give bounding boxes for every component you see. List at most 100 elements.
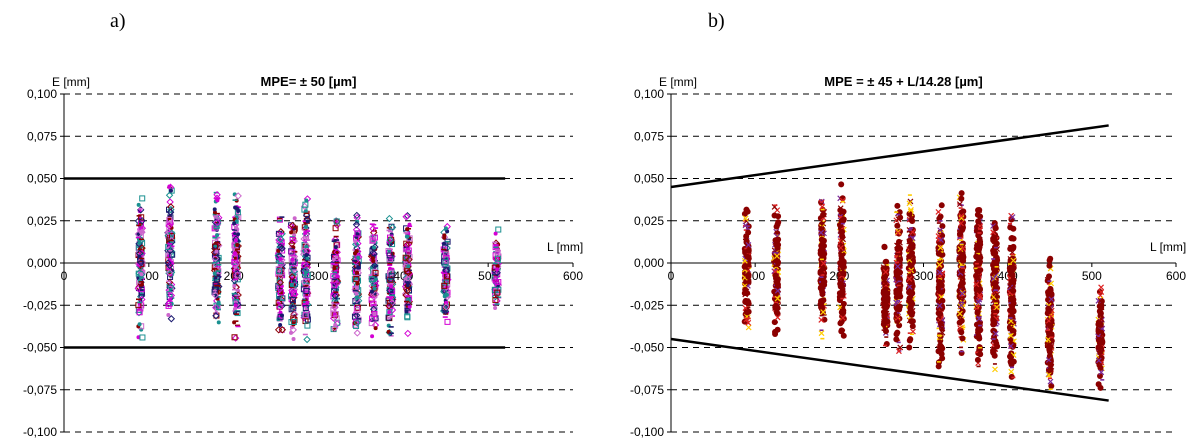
data-point [305, 256, 310, 261]
data-point [290, 276, 296, 279]
x-axis-label: L [mm] [547, 240, 583, 254]
data-point [442, 283, 451, 291]
data-point [139, 253, 145, 256]
data-point [991, 238, 998, 245]
data-point [894, 245, 901, 252]
y-tick-label: 0,025 [27, 214, 57, 228]
data-point [233, 259, 242, 267]
data-point [1045, 329, 1050, 331]
data-point [167, 243, 173, 245]
data-point [216, 303, 222, 306]
data-point [493, 246, 499, 249]
data-point [993, 299, 1000, 306]
data-point [818, 298, 825, 305]
data-point [211, 254, 220, 263]
data-point [1010, 243, 1017, 250]
data-point [1046, 330, 1053, 337]
data-point [405, 303, 411, 306]
data-point [744, 239, 749, 242]
data-point [818, 317, 825, 323]
data-point [774, 259, 781, 266]
data-point [992, 346, 999, 352]
y-tick-label: -0,050 [630, 341, 664, 355]
data-point [372, 265, 378, 267]
data-point [840, 200, 845, 203]
data-point [278, 230, 286, 238]
data-point [215, 233, 220, 238]
data-point [166, 312, 171, 317]
data-point [404, 268, 413, 277]
data-point [369, 277, 375, 280]
data-point [992, 280, 999, 287]
data-point [894, 255, 899, 257]
data-point [991, 338, 996, 340]
data-point [276, 234, 282, 236]
data-point [938, 278, 943, 280]
data-point [958, 207, 963, 209]
data-point [1010, 256, 1017, 263]
data-point [959, 237, 964, 239]
data-point [977, 232, 982, 234]
data-point [741, 290, 748, 297]
x-tick-label: 0 [668, 269, 675, 283]
data-point [840, 216, 847, 223]
data-point [819, 258, 824, 261]
data-point [822, 303, 827, 306]
data-point [977, 228, 982, 230]
data-point [234, 192, 242, 200]
data-point [1098, 284, 1105, 291]
data-point [935, 233, 942, 239]
data-point [1046, 273, 1053, 280]
data-point [936, 215, 943, 222]
data-point [372, 311, 377, 316]
data-point [234, 219, 239, 224]
data-point [215, 198, 220, 203]
data-point [169, 245, 175, 248]
data-point [894, 202, 901, 209]
data-point [977, 241, 984, 248]
data-point [355, 281, 360, 286]
data-point [165, 191, 174, 199]
data-point [388, 306, 397, 314]
data-point [404, 307, 410, 310]
data-point [386, 284, 392, 286]
data-point [840, 258, 847, 265]
data-point [274, 251, 283, 260]
data-point [303, 263, 312, 272]
data-point [212, 312, 220, 320]
data-point [894, 222, 901, 229]
data-point [444, 292, 449, 297]
data-point [372, 290, 380, 299]
data-point [164, 228, 173, 236]
data-point [389, 284, 394, 289]
data-point [1007, 263, 1012, 265]
data-point [973, 253, 980, 260]
chart-b: 0,100 0,075 0,050 0,025 0,000 -0,025 -0,050 -0,… [630, 74, 1186, 439]
data-point [957, 237, 962, 239]
data-point [895, 238, 902, 245]
data-point [746, 306, 751, 309]
data-point [993, 312, 998, 315]
data-point [136, 308, 142, 311]
data-point [386, 316, 392, 319]
data-point [960, 265, 965, 268]
data-point [231, 334, 240, 342]
data-point [1098, 369, 1105, 376]
data-point [278, 257, 283, 262]
data-point [138, 244, 146, 252]
data-point [235, 294, 241, 297]
chart-title: MPE = ± 45 + L/14.28 [µm] [824, 74, 982, 89]
data-point [1009, 271, 1016, 278]
data-point [773, 204, 778, 207]
data-point [388, 272, 395, 279]
data-point [1011, 273, 1016, 275]
data-point [213, 218, 221, 227]
data-point [1008, 317, 1013, 319]
data-point [895, 230, 902, 237]
data-point [303, 291, 310, 298]
data-point [278, 232, 284, 235]
data-point [304, 212, 310, 215]
data-point [276, 278, 285, 287]
data-point [820, 309, 827, 316]
data-point [975, 218, 982, 225]
